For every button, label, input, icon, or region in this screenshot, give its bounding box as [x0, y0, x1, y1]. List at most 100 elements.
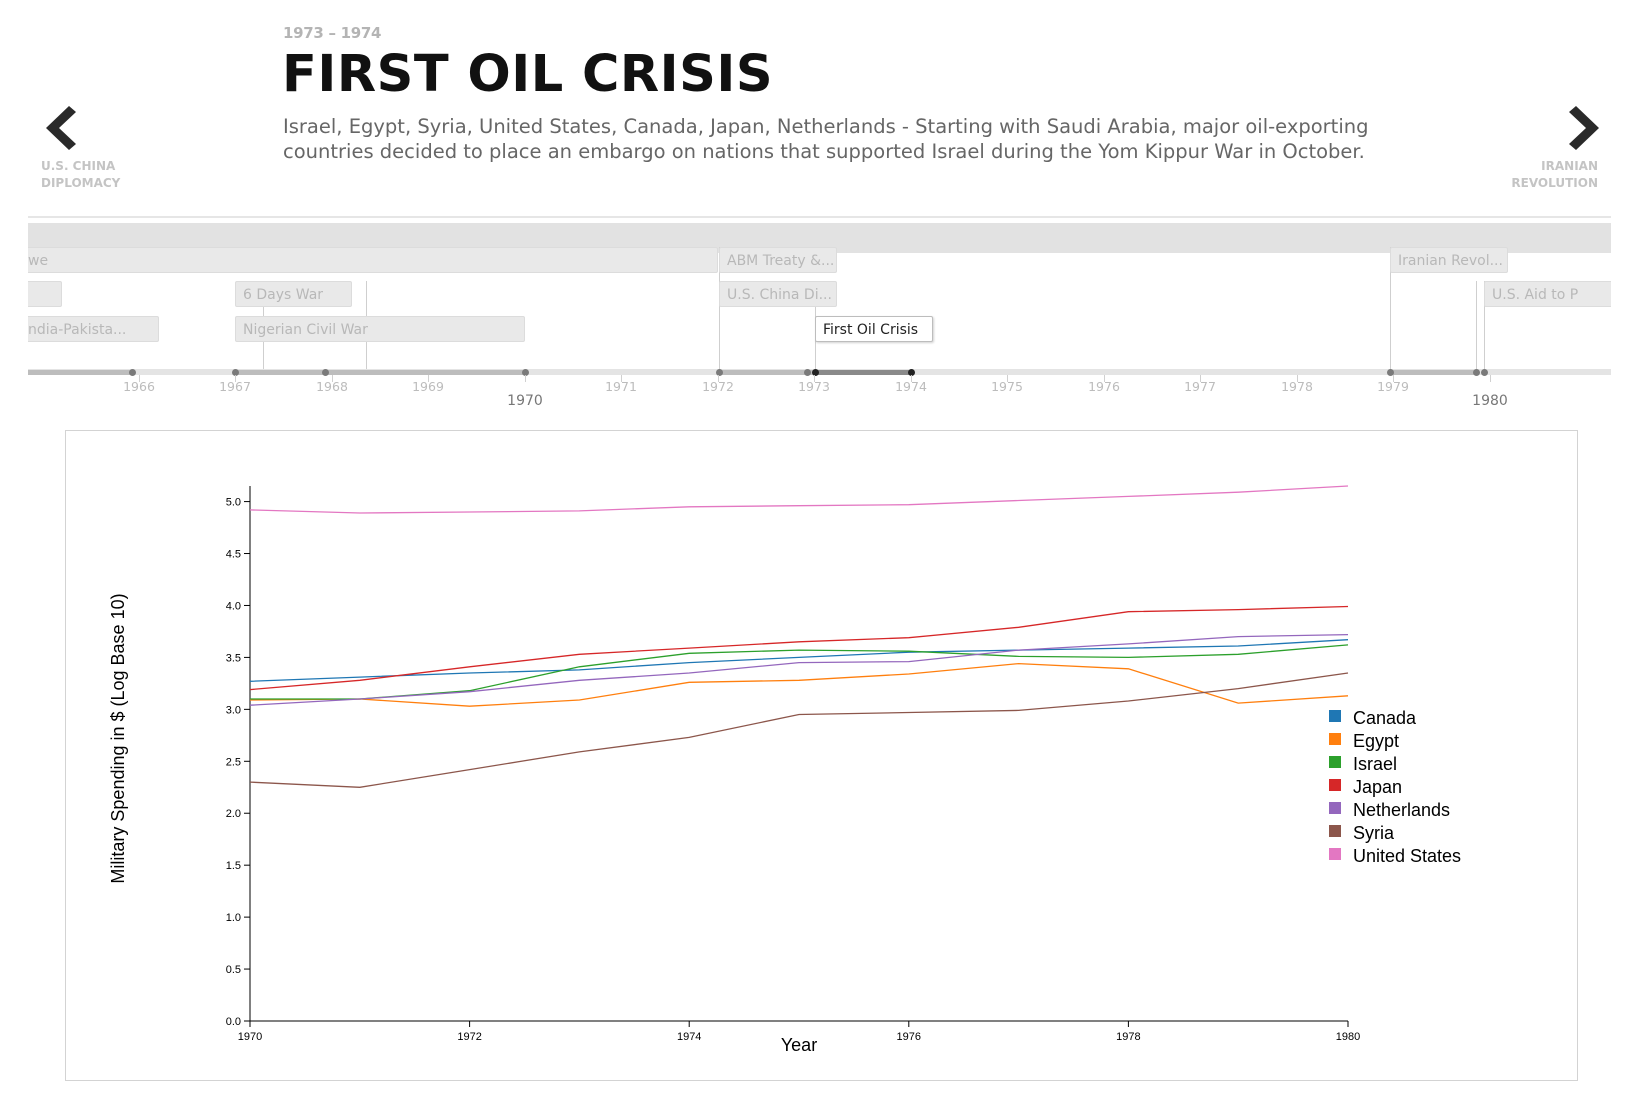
timeline-event-6-days-war[interactable]: 6 Days War: [235, 281, 352, 307]
timeline-span: [1390, 370, 1476, 375]
timeline-tick: [814, 375, 815, 382]
y-tick-label: 0.0: [226, 1016, 241, 1028]
x-tick-label: 1976: [897, 1031, 921, 1043]
legend-swatch-israel: [1329, 756, 1341, 768]
timeline-year-label: 1971: [605, 379, 637, 394]
next-event-link[interactable]: IRANIAN REVOLUTION: [1511, 158, 1598, 192]
timeline-year-label: 1974: [895, 379, 927, 394]
timeline-span: [28, 370, 132, 375]
timeline-year-label: 1967: [219, 379, 251, 394]
legend-swatch-united-states: [1329, 848, 1341, 860]
timeline[interactable]: we ndia-Pakista... 6 Days War Nigerian C…: [28, 216, 1611, 412]
timeline-marker[interactable]: [129, 369, 136, 376]
event-period: 1973 – 1974: [283, 24, 382, 42]
timeline-event-abm-treaty[interactable]: ABM Treaty &...: [719, 247, 837, 273]
timeline-tick: [1104, 375, 1105, 382]
chevron-right-icon[interactable]: [1567, 104, 1607, 152]
timeline-year-label: 1968: [316, 379, 348, 394]
timeline-marker[interactable]: [232, 369, 239, 376]
x-tick-label: 1970: [238, 1031, 262, 1043]
timeline-tick: [1297, 375, 1298, 382]
timeline-decade-label: 1980: [1472, 393, 1508, 409]
timeline-event-unlabeled[interactable]: [28, 281, 62, 307]
timeline-year-label: 1966: [123, 379, 155, 394]
timeline-tick: [1200, 375, 1201, 382]
x-tick-label: 1978: [1116, 1031, 1140, 1043]
y-tick-label: 3.5: [226, 652, 241, 664]
x-tick-label: 1972: [457, 1031, 481, 1043]
legend-label-canada: Canada: [1353, 708, 1417, 728]
legend-label-israel: Israel: [1353, 754, 1397, 774]
legend-label-netherlands: Netherlands: [1353, 800, 1450, 820]
event-connector: [1476, 281, 1477, 369]
legend-swatch-japan: [1329, 779, 1341, 791]
timeline-event-nigerian-civil-war[interactable]: Nigerian Civil War: [235, 316, 525, 342]
timeline-tick: [621, 375, 622, 382]
y-tick-label: 2.5: [226, 756, 241, 768]
timeline-event-us-china-diplomacy[interactable]: U.S. China Di...: [719, 281, 837, 307]
timeline-marker-active-start[interactable]: [812, 369, 819, 376]
timeline-year-label: 1978: [1281, 379, 1313, 394]
timeline-top-border: [28, 216, 1611, 218]
line-chart: 0.0 0.5 1.0 1.5 2.0 2.5 3.0 3.5 4.0 4.5 5.0 1970 197…: [108, 485, 1461, 1055]
series-line-netherlands: [249, 633, 1349, 706]
series-line-japan: [249, 605, 1349, 691]
timeline-tick: [1007, 375, 1008, 382]
legend-swatch-canada: [1329, 710, 1341, 722]
timeline-year-label: 1973: [798, 379, 830, 394]
timeline-span-active: [815, 370, 911, 375]
series-line-israel: [250, 644, 1349, 700]
timeline-tick: [525, 375, 526, 382]
y-tick-label: 2.0: [226, 808, 241, 820]
timeline-tick: [1393, 375, 1394, 382]
timeline-year-label: 1972: [702, 379, 734, 394]
chevron-left-icon[interactable]: [38, 104, 78, 152]
timeline-marker[interactable]: [804, 369, 811, 376]
x-tick-label: 1980: [1336, 1031, 1360, 1043]
timeline-year-label: 1976: [1088, 379, 1120, 394]
prev-event-link[interactable]: U.S. CHINA DIPLOMACY: [41, 158, 120, 192]
y-tick-label: 5.0: [226, 497, 241, 509]
series-line-canada: [249, 639, 1349, 682]
next-event-label-line1: IRANIAN: [1541, 159, 1598, 173]
next-event-label-line2: REVOLUTION: [1511, 176, 1598, 190]
timeline-decade-label: 1970: [507, 393, 543, 409]
y-tick-label: 0.5: [226, 964, 241, 976]
timeline-marker[interactable]: [1481, 369, 1488, 376]
timeline-tick: [428, 375, 429, 382]
legend-label-egypt: Egypt: [1353, 731, 1399, 751]
timeline-marker[interactable]: [716, 369, 723, 376]
timeline-event-first-oil-crisis[interactable]: First Oil Crisis: [815, 316, 933, 342]
timeline-year-label: 1969: [412, 379, 444, 394]
timeline-marker[interactable]: [1473, 369, 1480, 376]
timeline-span: [235, 370, 525, 375]
legend-label-united-states: United States: [1353, 846, 1461, 866]
timeline-marker[interactable]: [522, 369, 529, 376]
x-tick-label: 1974: [677, 1031, 701, 1043]
timeline-event-iranian-revolution[interactable]: Iranian Revol...: [1390, 247, 1508, 273]
timeline-tick: [1490, 375, 1491, 382]
y-tick-label: 1.0: [226, 912, 241, 924]
timeline-marker-active-end[interactable]: [908, 369, 915, 376]
timeline-tick: [911, 375, 912, 382]
event-connector: [1484, 281, 1485, 369]
legend-swatch-netherlands: [1329, 802, 1341, 814]
timeline-event-we[interactable]: we: [28, 247, 718, 273]
timeline-year-label: 1975: [991, 379, 1023, 394]
timeline-marker[interactable]: [322, 369, 329, 376]
timeline-marker[interactable]: [1387, 369, 1394, 376]
series-line-syria: [249, 672, 1349, 788]
y-tick-label: 4.5: [226, 549, 241, 561]
series-line-united-states: [249, 485, 1349, 514]
timeline-span: [719, 370, 815, 375]
timeline-tick: [235, 375, 236, 382]
y-axis-title: Military Spending in $ (Log Base 10): [108, 593, 128, 883]
legend-label-syria: Syria: [1353, 823, 1395, 843]
timeline-tick: [718, 375, 719, 382]
y-tick-label: 1.5: [226, 860, 241, 872]
timeline-event-us-aid[interactable]: U.S. Aid to P: [1484, 281, 1611, 307]
timeline-year-label: 1977: [1184, 379, 1216, 394]
timeline-year-label: 1979: [1377, 379, 1409, 394]
timeline-event-india-pakistan[interactable]: ndia-Pakista...: [28, 316, 159, 342]
y-tick-label: 4.0: [226, 600, 241, 612]
